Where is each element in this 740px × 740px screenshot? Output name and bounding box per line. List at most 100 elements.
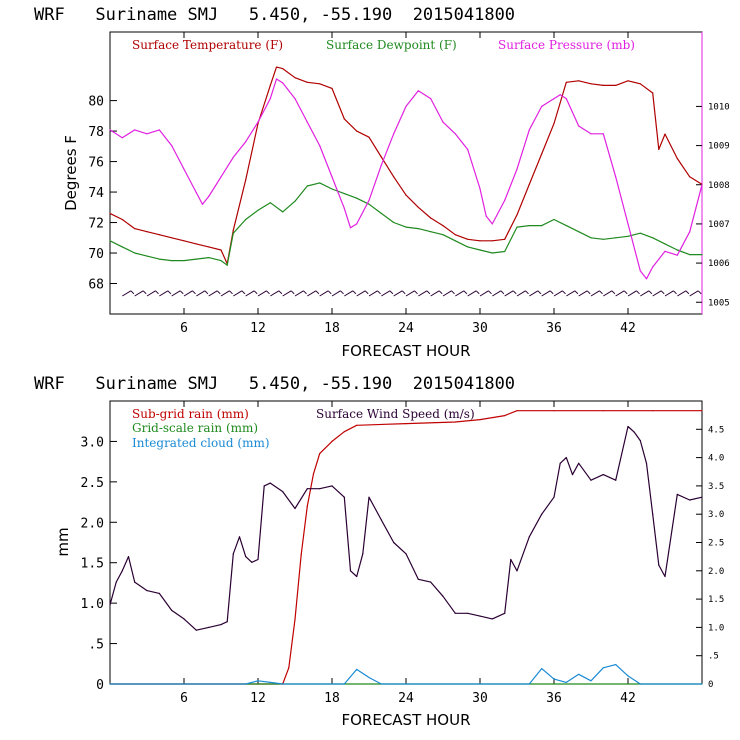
wind-barb-flag (315, 290, 320, 295)
bottom-series-surface-wind-speed-m-s-point (454, 612, 456, 614)
bottom-y2-tick-label: 2.5 (708, 539, 724, 549)
top-series-surface-temperature-f-point (109, 212, 111, 214)
top-series-surface-dewpoint-f (109, 182, 702, 266)
wind-barb-flag (537, 290, 542, 295)
bottom-series-surface-wind-speed-m-s-point (269, 482, 271, 484)
top-series-surface-temperature-f-point (245, 179, 247, 181)
top-chart-title: WRF Suriname SMJ 5.450, -55.190 20150418… (34, 5, 515, 25)
bottom-series-surface-wind-speed-m-s-point (232, 553, 234, 555)
top-series-surface-temperature-f-point (146, 231, 148, 233)
top-series-surface-temperature-f-point (380, 156, 382, 158)
bottom-series-surface-wind-speed-m-s-point (171, 609, 173, 612)
top-series-surface-temperature-f-point (627, 80, 629, 82)
top-series-surface-dewpoint-f-point (467, 246, 469, 248)
wind-barb-flag (685, 290, 690, 295)
top-series-surface-pressure-mb-point (368, 199, 370, 201)
wind-barb-flag (438, 290, 443, 295)
top-series-surface-dewpoint-f-point (195, 258, 197, 260)
wind-barb (615, 290, 625, 297)
top-series-surface-dewpoint-f-point (220, 260, 222, 262)
bottom-series-surface-wind-speed-m-s-point (349, 570, 352, 572)
wind-barb (270, 290, 280, 297)
bottom-series-surface-wind-speed-m-s-point (127, 556, 130, 558)
wind-barb-flag (216, 290, 221, 295)
top-series-surface-pressure-mb-point (467, 148, 469, 151)
wind-barb (504, 290, 514, 297)
top-series-surface-temperature-f-point (565, 81, 567, 83)
top-series-surface-pressure-mb-point (541, 105, 543, 107)
wind-barb (171, 290, 181, 297)
bottom-series-integrated-cloud-mm-point (109, 683, 111, 685)
bottom-x-axis: 6 12 18 24 30 36 42 (180, 401, 636, 706)
top-series-surface-temperature-f-point (516, 214, 518, 216)
bottom-series-surface-wind-speed-m-s-point (393, 541, 395, 544)
wind-barb-flag (352, 290, 357, 295)
wind-barb (652, 290, 662, 297)
bottom-series-integrated-cloud-mm-point (343, 683, 345, 685)
top-series-surface-pressure-mb-point (701, 184, 703, 186)
top-series-group (109, 66, 703, 280)
top-series-surface-temperature-f-point (331, 87, 333, 89)
wind-barb (393, 290, 403, 297)
bottom-series-sub-grid-rain-mm-point (356, 424, 358, 426)
top-series-surface-temperature-f-point (491, 240, 493, 242)
wind-barb-flag (179, 290, 184, 295)
top-series-surface-dewpoint-f-point (615, 237, 617, 239)
top-series-surface-dewpoint-f-point (183, 260, 185, 262)
bottom-y2-tick-label: 1.5 (708, 595, 724, 605)
top-series-surface-dewpoint-f-point (479, 249, 481, 251)
top-series-surface-pressure-mb-point (430, 98, 432, 100)
top-y2-tick-label: 1009 (708, 142, 730, 152)
wind-barb-flag (340, 290, 344, 295)
bottom-series-surface-wind-speed-m-s-point (146, 590, 148, 592)
wind-barb (319, 290, 329, 297)
bottom-series-surface-wind-speed-m-s-point (639, 440, 641, 442)
wind-barb-flag (426, 290, 431, 295)
top-series-surface-dewpoint-f-point (368, 203, 370, 205)
bottom-series-surface-wind-speed-m-s-point (516, 570, 518, 572)
wind-barb-flag (673, 290, 677, 295)
top-series-surface-temperature-f (109, 66, 703, 265)
top-series-surface-pressure-mb-point (485, 215, 487, 217)
top-series-surface-temperature-f-point (158, 234, 160, 236)
wind-barb (418, 290, 428, 297)
wind-barb (442, 290, 452, 297)
bottom-x-axis-label: FORECAST HOUR (341, 711, 470, 729)
top-series-surface-pressure-mb-point (393, 133, 395, 135)
wind-barb-flag (586, 290, 591, 295)
wind-barb-flag (303, 290, 307, 295)
wind-barb-flag (389, 290, 394, 295)
wind-barb (344, 290, 354, 297)
top-series-surface-pressure-mb-point (454, 133, 456, 135)
bottom-series-sub-grid-rain-mm-point (294, 618, 296, 620)
bottom-right-y-axis: 0 .5 1.0 1.5 2.0 2.5 3.0 3.5 4.0 4.5 (696, 425, 724, 690)
top-y2-tick-label: 1005 (708, 298, 730, 308)
bottom-series-surface-wind-speed-m-s-point (528, 536, 530, 538)
top-series-surface-pressure-mb-point (553, 98, 555, 100)
wind-barb-flag (500, 290, 505, 295)
bottom-series-surface-wind-speed-m-s-point (590, 479, 592, 481)
top-series-surface-pressure-mb-point (652, 266, 654, 268)
bottom-x-tick-label: 12 (250, 691, 266, 706)
top-series-surface-temperature-f-point (269, 84, 271, 86)
top-series-surface-dewpoint-f-point (689, 254, 691, 256)
top-series-surface-temperature-f-point (590, 83, 592, 85)
bottom-series-surface-wind-speed-m-s-point (658, 564, 660, 566)
bottom-series-surface-wind-speed-m-s-point (430, 581, 432, 583)
legend-surface-pressure: Surface Pressure (mb) (498, 38, 635, 52)
bottom-series-sub-grid-rain-mm-point (479, 419, 481, 421)
bottom-y2-tick-label: .5 (708, 652, 719, 662)
top-y2-tick-label: 1007 (708, 220, 730, 230)
bottom-series-surface-wind-speed-m-s-point (676, 493, 678, 495)
bottom-series-surface-wind-speed-m-s-point (195, 629, 197, 631)
top-series-surface-pressure-mb-point (664, 250, 666, 252)
wind-barb-flag (401, 290, 406, 295)
bottom-series-sub-grid-rain-mm-point (504, 415, 506, 417)
bottom-x-tick-label: 36 (546, 691, 562, 706)
top-series-surface-dewpoint-f-point (282, 211, 284, 213)
bottom-series-sub-grid-rain-mm-point (319, 453, 321, 455)
top-series-surface-temperature-f-point (689, 176, 691, 178)
bottom-series-surface-wind-speed-m-s-point (208, 626, 210, 629)
wind-barb-flag (451, 290, 455, 295)
top-series-surface-pressure-mb-point (528, 129, 530, 131)
